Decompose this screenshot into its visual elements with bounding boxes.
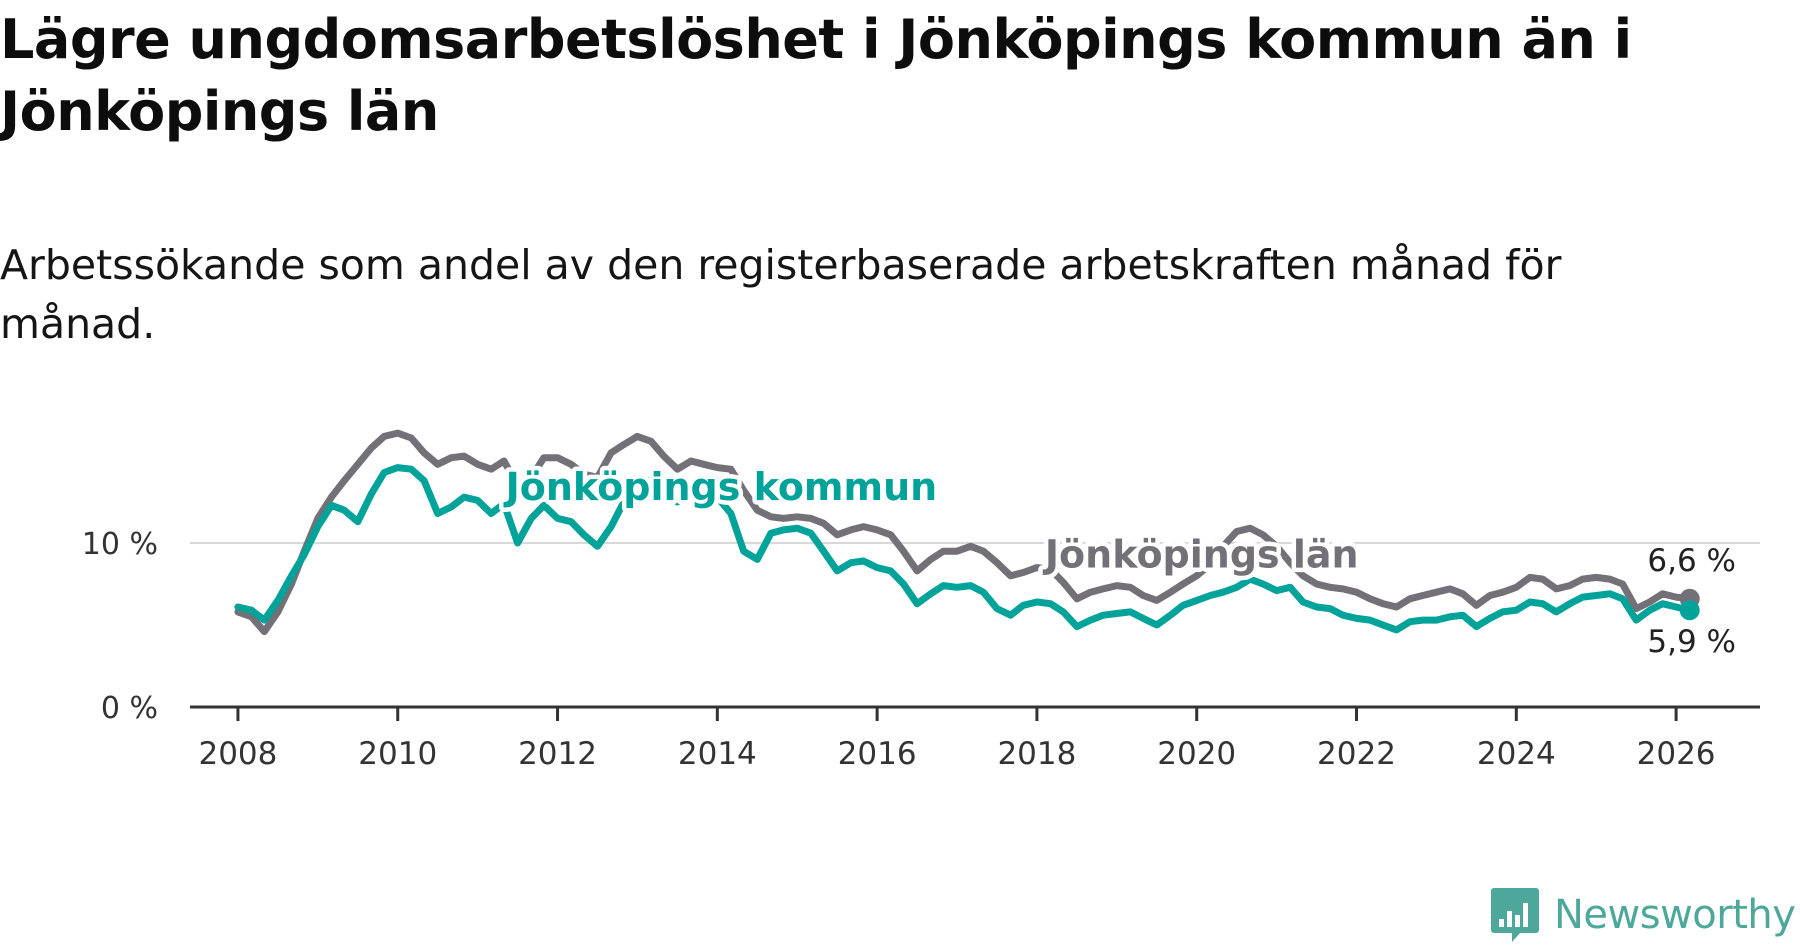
series-labels: Jönköpings län Jönköpings kommun 6,6 % 5,9 … [498,461,1739,664]
x-tick-label: 2018 [997,736,1076,772]
newsworthy-logo-icon [1491,888,1539,942]
axes: 0 % 10 % 2008 2010 2012 2014 2016 2018 2020 2022 2… [82,527,1760,772]
chart-subtitle: Arbetssökande som andel av den registerb… [0,241,1562,348]
x-tick-label: 2010 [358,736,437,772]
x-tick-label: 2014 [678,736,757,772]
x-tick-label: 2026 [1637,736,1716,772]
end-value-label-1: 5,9 % [1647,624,1736,660]
series-line-1 [234,464,1694,634]
brand-name: Newsworthy [1554,892,1796,938]
x-tick-label: 2024 [1477,736,1556,772]
series-lines [234,429,1700,636]
x-tick-label: 2008 [198,736,277,772]
y-tick-label: 0 % [101,691,158,726]
line-chart: 0 % 10 % 2008 2010 2012 2014 2016 2018 2020 2022 2… [82,429,1760,772]
x-tick-label: 2022 [1317,736,1396,772]
x-tick-label: 2012 [518,736,597,772]
x-tick-label: 2016 [838,736,917,772]
series-line-0 [234,429,1694,636]
x-tick-label: 2020 [1157,736,1236,772]
series-label-1: Jönköpings kommun [503,465,938,509]
end-value-label-0: 6,6 % [1647,543,1736,579]
newsworthy-logo: Newsworthy [1490,885,1796,945]
y-tick-label: 10 % [82,527,158,562]
series-end-marker-1 [1679,600,1700,621]
series-label-0: Jönköpings län [1042,532,1359,576]
chart-title: Lägre ungdomsarbetslöshet i Jönköpings k… [0,8,1632,143]
